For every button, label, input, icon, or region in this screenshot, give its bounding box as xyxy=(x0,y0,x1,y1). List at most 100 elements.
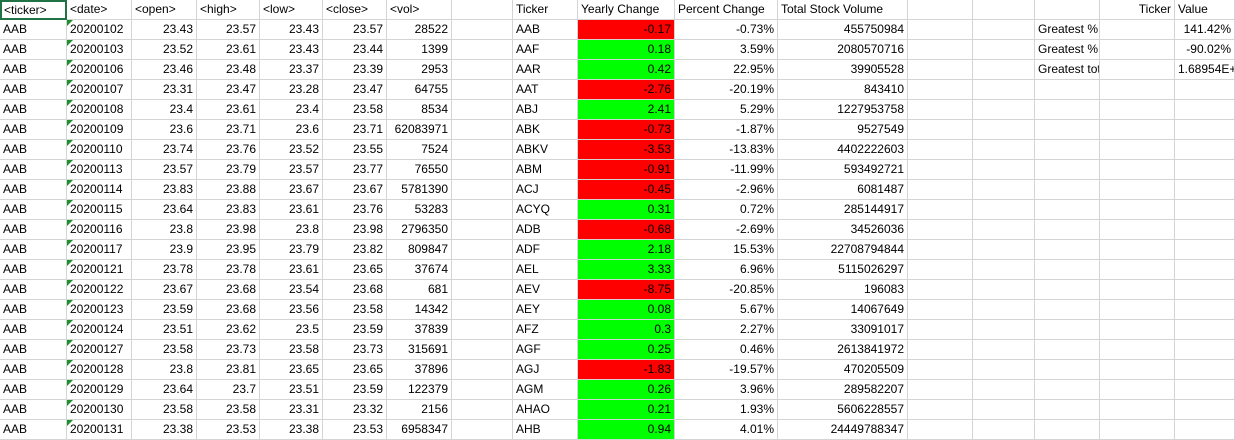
summary-cell-yearly-change[interactable]: -0.91 xyxy=(578,160,675,180)
summary-cell-yearly-change[interactable]: -1.83 xyxy=(578,360,675,380)
stock-cell-high[interactable]: 23.58 xyxy=(197,400,260,420)
empty-cell[interactable] xyxy=(908,0,973,20)
greatest-cell-1[interactable] xyxy=(1100,20,1175,40)
stock-cell-high[interactable]: 23.83 xyxy=(197,200,260,220)
empty-cell[interactable] xyxy=(1175,80,1235,100)
empty-cell[interactable] xyxy=(1175,140,1235,160)
stock-cell-open[interactable]: 23.64 xyxy=(132,200,197,220)
summary-header-ticker[interactable]: Ticker xyxy=(513,0,578,20)
summary-cell-ticker[interactable]: ACYQ xyxy=(513,200,578,220)
header-ticker[interactable]: <ticker> xyxy=(0,0,67,20)
stock-cell-ticker[interactable]: AAB xyxy=(0,200,67,220)
empty-cell[interactable] xyxy=(1100,380,1175,400)
empty-cell[interactable] xyxy=(973,140,1035,160)
empty-cell[interactable] xyxy=(1175,100,1235,120)
empty-cell[interactable] xyxy=(1100,80,1175,100)
stock-cell-open[interactable]: 23.74 xyxy=(132,140,197,160)
empty-cell[interactable] xyxy=(1100,400,1175,420)
empty-cell[interactable] xyxy=(973,40,1035,60)
stock-cell-date[interactable]: 20200107 xyxy=(67,80,132,100)
stock-cell-ticker[interactable]: AAB xyxy=(0,240,67,260)
stock-cell-close[interactable]: 23.71 xyxy=(323,120,387,140)
greatest-cell-0[interactable]: Greatest total Vo xyxy=(1035,60,1100,80)
stock-cell-close[interactable]: 23.77 xyxy=(323,160,387,180)
empty-cell[interactable] xyxy=(452,140,513,160)
empty-cell[interactable] xyxy=(1100,320,1175,340)
stock-cell-close[interactable]: 23.68 xyxy=(323,280,387,300)
stock-cell-close[interactable]: 23.73 xyxy=(323,340,387,360)
greatest-header-1[interactable]: Ticker xyxy=(1100,0,1175,20)
stock-cell-open[interactable]: 23.8 xyxy=(132,360,197,380)
stock-cell-low[interactable]: 23.54 xyxy=(260,280,323,300)
summary-cell-percent-change[interactable]: 5.67% xyxy=(675,300,778,320)
summary-cell-percent-change[interactable]: -0.73% xyxy=(675,20,778,40)
stock-cell-close[interactable]: 23.57 xyxy=(323,20,387,40)
summary-cell-ticker[interactable]: AEY xyxy=(513,300,578,320)
stock-cell-open[interactable]: 23.52 xyxy=(132,40,197,60)
stock-cell-open[interactable]: 23.78 xyxy=(132,260,197,280)
empty-cell[interactable] xyxy=(1035,140,1100,160)
empty-cell[interactable] xyxy=(973,160,1035,180)
summary-cell-yearly-change[interactable]: -0.45 xyxy=(578,180,675,200)
empty-cell[interactable] xyxy=(908,120,973,140)
summary-cell-ticker[interactable]: AAR xyxy=(513,60,578,80)
empty-cell[interactable] xyxy=(1035,320,1100,340)
empty-cell[interactable] xyxy=(973,200,1035,220)
stock-cell-vol[interactable]: 5781390 xyxy=(387,180,452,200)
summary-cell-total-stock-volume[interactable]: 39905528 xyxy=(778,60,908,80)
summary-cell-percent-change[interactable]: 5.29% xyxy=(675,100,778,120)
empty-cell[interactable] xyxy=(1035,120,1100,140)
stock-cell-vol[interactable]: 8534 xyxy=(387,100,452,120)
empty-cell[interactable] xyxy=(1100,240,1175,260)
summary-cell-percent-change[interactable]: 0.72% xyxy=(675,200,778,220)
empty-cell[interactable] xyxy=(452,120,513,140)
empty-cell[interactable] xyxy=(1100,200,1175,220)
stock-cell-low[interactable]: 23.43 xyxy=(260,40,323,60)
stock-cell-date[interactable]: 20200122 xyxy=(67,280,132,300)
summary-cell-total-stock-volume[interactable]: 24449788347 xyxy=(778,420,908,440)
header-open[interactable]: <open> xyxy=(132,0,197,20)
stock-cell-close[interactable]: 23.58 xyxy=(323,100,387,120)
summary-cell-total-stock-volume[interactable]: 1227953758 xyxy=(778,100,908,120)
summary-cell-yearly-change[interactable]: -3.53 xyxy=(578,140,675,160)
stock-cell-low[interactable]: 23.56 xyxy=(260,300,323,320)
summary-cell-total-stock-volume[interactable]: 14067649 xyxy=(778,300,908,320)
summary-cell-percent-change[interactable]: -2.96% xyxy=(675,180,778,200)
empty-cell[interactable] xyxy=(1035,360,1100,380)
summary-cell-percent-change[interactable]: -19.57% xyxy=(675,360,778,380)
summary-cell-percent-change[interactable]: 0.46% xyxy=(675,340,778,360)
empty-cell[interactable] xyxy=(1175,360,1235,380)
stock-cell-close[interactable]: 23.44 xyxy=(323,40,387,60)
stock-cell-open[interactable]: 23.64 xyxy=(132,380,197,400)
stock-cell-date[interactable]: 20200121 xyxy=(67,260,132,280)
summary-cell-total-stock-volume[interactable]: 843410 xyxy=(778,80,908,100)
summary-cell-yearly-change[interactable]: 3.33 xyxy=(578,260,675,280)
stock-cell-high[interactable]: 23.71 xyxy=(197,120,260,140)
stock-cell-close[interactable]: 23.67 xyxy=(323,180,387,200)
stock-cell-low[interactable]: 23.61 xyxy=(260,200,323,220)
summary-cell-total-stock-volume[interactable]: 593492721 xyxy=(778,160,908,180)
empty-cell[interactable] xyxy=(908,220,973,240)
stock-cell-open[interactable]: 23.67 xyxy=(132,280,197,300)
stock-cell-vol[interactable]: 122379 xyxy=(387,380,452,400)
empty-cell[interactable] xyxy=(452,20,513,40)
stock-cell-low[interactable]: 23.5 xyxy=(260,320,323,340)
summary-cell-total-stock-volume[interactable]: 285144917 xyxy=(778,200,908,220)
empty-cell[interactable] xyxy=(1035,100,1100,120)
summary-cell-ticker[interactable]: ABKV xyxy=(513,140,578,160)
summary-cell-yearly-change[interactable]: 0.94 xyxy=(578,420,675,440)
stock-cell-open[interactable]: 23.57 xyxy=(132,160,197,180)
stock-cell-close[interactable]: 23.58 xyxy=(323,300,387,320)
stock-cell-high[interactable]: 23.7 xyxy=(197,380,260,400)
empty-cell[interactable] xyxy=(973,0,1035,20)
stock-cell-open[interactable]: 23.58 xyxy=(132,340,197,360)
empty-cell[interactable] xyxy=(1035,240,1100,260)
greatest-header-0[interactable] xyxy=(1035,0,1100,20)
empty-cell[interactable] xyxy=(973,360,1035,380)
summary-cell-ticker[interactable]: ACJ xyxy=(513,180,578,200)
stock-cell-close[interactable]: 23.39 xyxy=(323,60,387,80)
empty-cell[interactable] xyxy=(1175,240,1235,260)
stock-cell-open[interactable]: 23.46 xyxy=(132,60,197,80)
empty-cell[interactable] xyxy=(1100,300,1175,320)
stock-cell-low[interactable]: 23.57 xyxy=(260,160,323,180)
